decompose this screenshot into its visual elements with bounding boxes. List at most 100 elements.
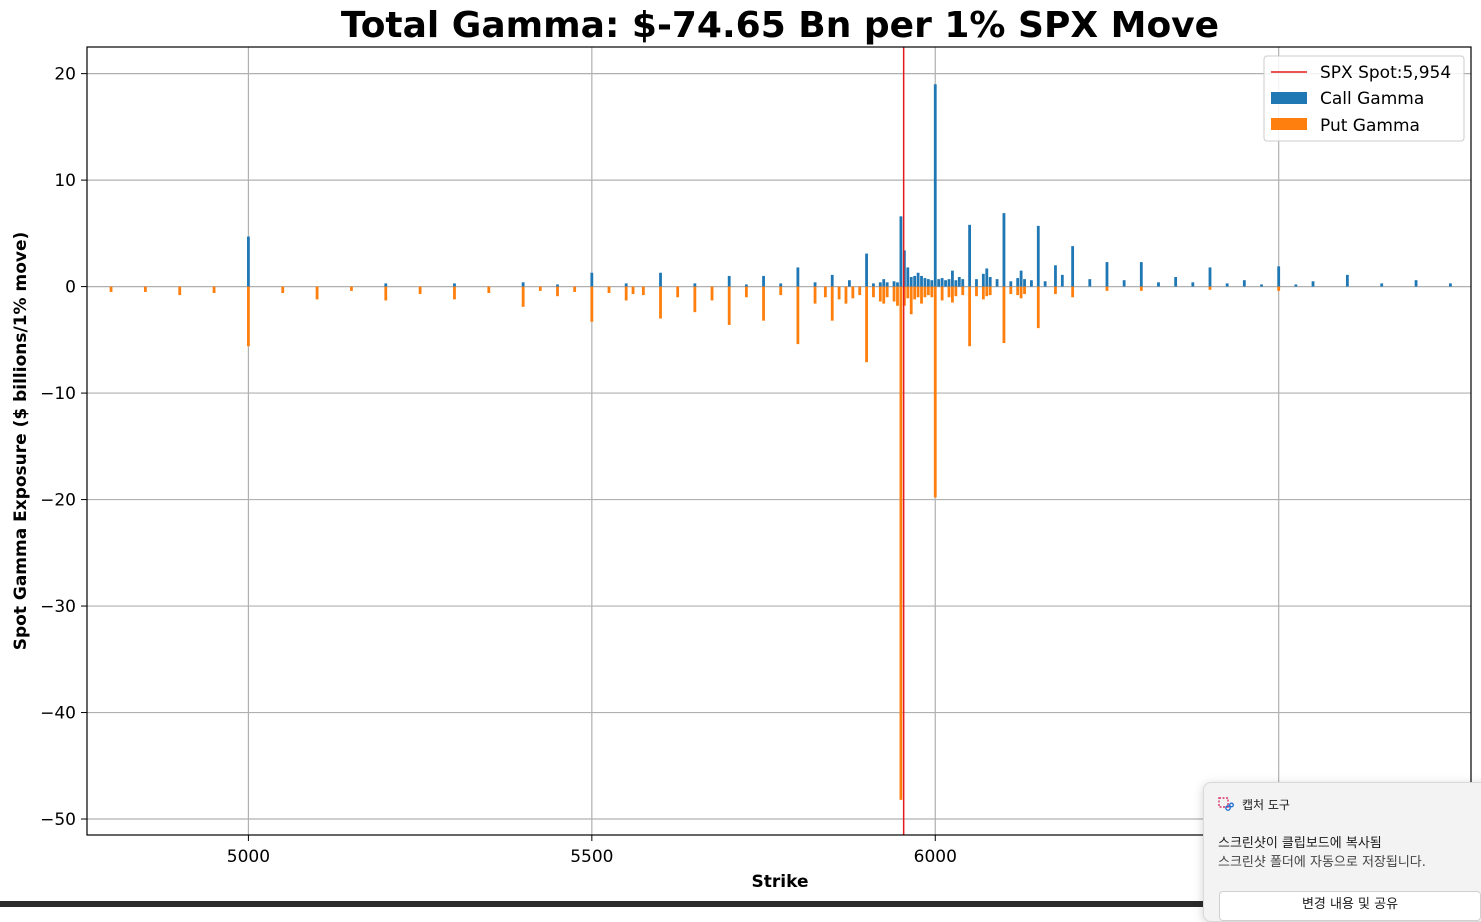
- put-gamma-bar: [858, 286, 862, 296]
- put-gamma-bar: [521, 286, 525, 307]
- call-gamma-bar: [957, 277, 961, 287]
- put-gamma-bar: [247, 286, 250, 347]
- call-gamma-bar: [779, 283, 783, 287]
- call-gamma-bar: [951, 270, 954, 287]
- call-gamma-bar: [872, 283, 875, 287]
- y-tick-label: −30: [40, 597, 76, 617]
- call-gamma-bar: [896, 282, 899, 287]
- call-gamma-bar: [865, 253, 868, 287]
- call-gamma-bar: [453, 283, 456, 287]
- put-gamma-bar: [779, 286, 783, 296]
- put-gamma-bar: [143, 286, 147, 292]
- put-gamma-bar: [988, 286, 992, 296]
- call-gamma-bar: [813, 282, 817, 287]
- call-gamma-bar: [909, 277, 913, 287]
- put-gamma-bar: [947, 286, 951, 298]
- call-gamma-bar: [892, 281, 896, 287]
- put-gamma-bar: [727, 286, 731, 325]
- put-gamma-bar: [624, 286, 628, 301]
- toast-submessage: 스크린샷 폴더에 자동으로 저장됩니다.: [1218, 855, 1426, 870]
- call-gamma-bar: [1071, 246, 1075, 287]
- put-gamma-bar: [178, 286, 182, 296]
- call-gamma-bar: [995, 279, 999, 287]
- put-gamma-bar: [1139, 286, 1143, 291]
- call-gamma-bar: [830, 274, 834, 287]
- legend: SPX Spot:5,954 Call Gamma Put Gamma: [1263, 55, 1465, 142]
- call-gamma-bar: [1030, 280, 1033, 287]
- call-gamma-bar: [1277, 266, 1281, 287]
- toast-header: 캡처 도구: [1218, 796, 1290, 813]
- x-axis-label: Strike: [752, 872, 809, 892]
- call-gamma-bar: [1311, 281, 1315, 287]
- call-gamma-bar: [923, 278, 927, 287]
- put-gamma-bar: [913, 286, 917, 300]
- put-gamma-bar: [487, 286, 491, 293]
- put-gamma-bar: [916, 286, 920, 298]
- y-tick-label: 20: [54, 65, 76, 85]
- call-gamma-bar: [1260, 284, 1263, 287]
- put-gamma-bar: [590, 286, 594, 322]
- call-gamma-bar: [1414, 280, 1418, 287]
- put-gamma-bar: [1023, 286, 1026, 295]
- put-gamma-bar: [923, 286, 927, 298]
- edit-and-share-button[interactable]: 변경 내용 및 공유: [1219, 891, 1481, 921]
- put-gamma-bar: [851, 286, 855, 299]
- put-gamma-bar: [1002, 286, 1006, 344]
- put-gamma-bar: [920, 286, 923, 304]
- call-gamma-bar: [961, 279, 965, 287]
- put-gamma-bar: [350, 286, 353, 291]
- call-gamma-bar: [247, 236, 250, 287]
- put-gamma-bar: [837, 286, 841, 300]
- call-gamma-bar: [920, 275, 923, 287]
- put-gamma-bar: [1016, 286, 1020, 296]
- put-gamma-bar: [940, 286, 944, 301]
- call-gamma-bar: [384, 283, 388, 287]
- call-gamma-bar: [954, 280, 958, 287]
- call-gamma-bar: [940, 278, 944, 287]
- put-gamma-bar: [631, 286, 635, 295]
- call-gamma-bar: [848, 280, 851, 287]
- put-gamma-bar: [954, 286, 958, 297]
- put-gamma-bar: [538, 286, 542, 291]
- put-gamma-bar: [981, 286, 985, 300]
- chart-title: Total Gamma: $-74.65 Bn per 1% SPX Move: [341, 5, 1219, 46]
- put-gamma-bar: [659, 286, 662, 319]
- call-gamma-bar: [727, 275, 731, 287]
- call-gamma-bar: [947, 279, 951, 287]
- call-gamma-bar: [1208, 267, 1212, 287]
- call-gamma-bar: [796, 267, 800, 287]
- put-gamma-bar: [882, 286, 886, 304]
- put-gamma-bar: [281, 286, 285, 293]
- legend-frame: [1263, 55, 1465, 142]
- call-gamma-bar: [556, 284, 559, 287]
- call-gamma-bar: [933, 84, 937, 287]
- call-gamma-bar: [1088, 279, 1092, 287]
- call-gamma-bar: [659, 272, 662, 287]
- put-gamma-bar: [384, 286, 388, 301]
- snipping-tool-notification[interactable]: 캡처 도구 스크린샷이 클립보드에 복사됨 스크린샷 폴더에 자동으로 저장됩니…: [1203, 782, 1481, 922]
- put-gamma-bar: [1019, 286, 1023, 299]
- put-gamma-bar: [109, 286, 113, 292]
- toast-message: 스크린샷이 클립보드에 복사됨: [1218, 836, 1382, 851]
- call-gamma-bar: [1016, 278, 1020, 287]
- call-gamma-bar: [916, 272, 920, 287]
- put-gamma-bar: [906, 286, 910, 299]
- scissors-icon: [1218, 796, 1234, 813]
- put-gamma-bar: [844, 286, 848, 304]
- put-gamma-bar: [710, 286, 714, 301]
- call-gamma-bar: [930, 280, 934, 287]
- put-gamma-bar: [878, 286, 882, 302]
- call-gamma-bar: [521, 282, 525, 287]
- x-tick-label: 5500: [570, 847, 613, 867]
- call-gamma-bar: [913, 275, 917, 287]
- put-gamma-bar: [872, 286, 875, 298]
- call-gamma-bar: [926, 279, 930, 287]
- put-gamma-bar: [762, 286, 765, 321]
- put-gamma-bar: [985, 286, 989, 297]
- toast-message-block: 스크린샷이 클립보드에 복사됨 스크린샷 폴더에 자동으로 저장됩니다.: [1218, 834, 1426, 872]
- put-gamma-bar: [865, 286, 868, 363]
- put-gamma-bar: [1277, 286, 1281, 291]
- put-gamma-bar: [892, 286, 896, 302]
